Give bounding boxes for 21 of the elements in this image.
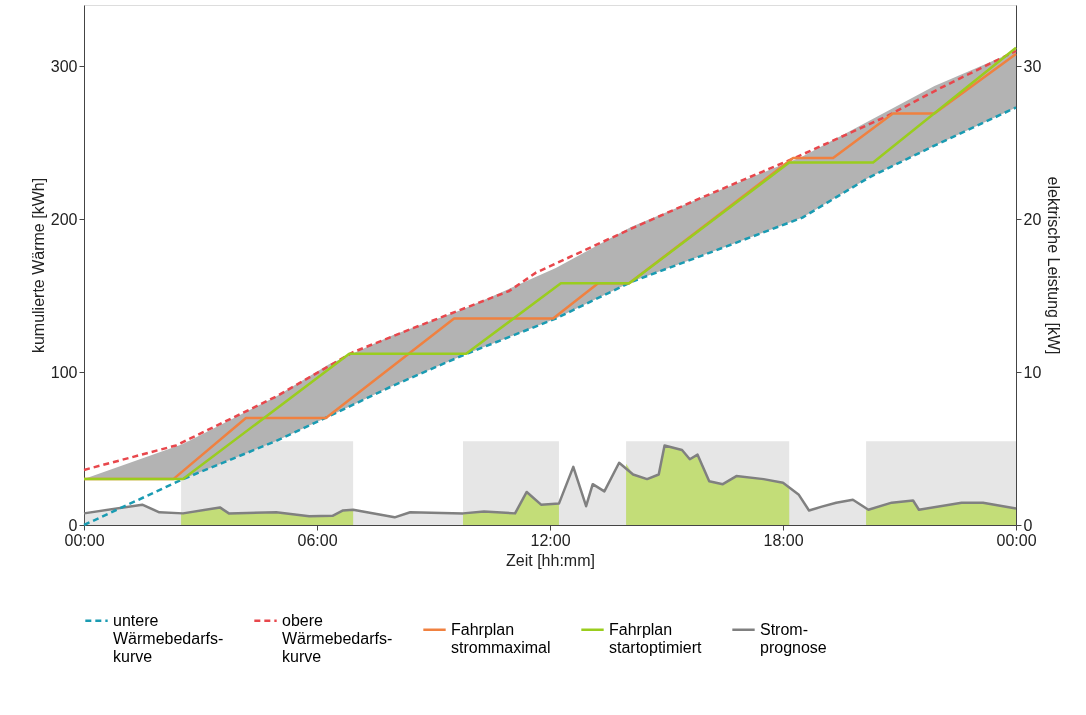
- y-tick-label: 300: [50, 57, 78, 75]
- x-tick-label: 00:00: [64, 531, 105, 549]
- legend-label: obere Wärmebedarfs-kurve: [282, 611, 393, 665]
- y-tick-label: 100: [50, 363, 78, 381]
- legend-label: Strom-prognose: [760, 620, 827, 656]
- y-tick-label: 200: [50, 210, 78, 228]
- y2-tick-label: 30: [1023, 57, 1042, 75]
- x-tick-label: 06:00: [297, 531, 338, 549]
- y-axis-title: kumulierte Wärme [kWh]: [29, 177, 47, 354]
- x-tick-label: 18:00: [763, 531, 804, 549]
- x-axis-title: Zeit [hh:mm]: [506, 551, 595, 569]
- y2-tick-label: 20: [1023, 210, 1042, 228]
- y2-tick-label: 0: [1023, 516, 1033, 534]
- legend-label: untere Wärmebedarfs-kurve: [113, 611, 224, 665]
- y2-axis-title: elektrische Leistung [kW]: [1045, 176, 1063, 355]
- x-tick-label: 12:00: [530, 531, 571, 549]
- y-tick-label: 0: [68, 516, 78, 534]
- y2-tick-label: 10: [1023, 363, 1042, 381]
- legend-label: Fahrplan startoptimiert: [609, 620, 703, 656]
- legend-label: Fahrplan strommaximal: [451, 620, 551, 656]
- x-tick-label: 00:00: [996, 531, 1037, 549]
